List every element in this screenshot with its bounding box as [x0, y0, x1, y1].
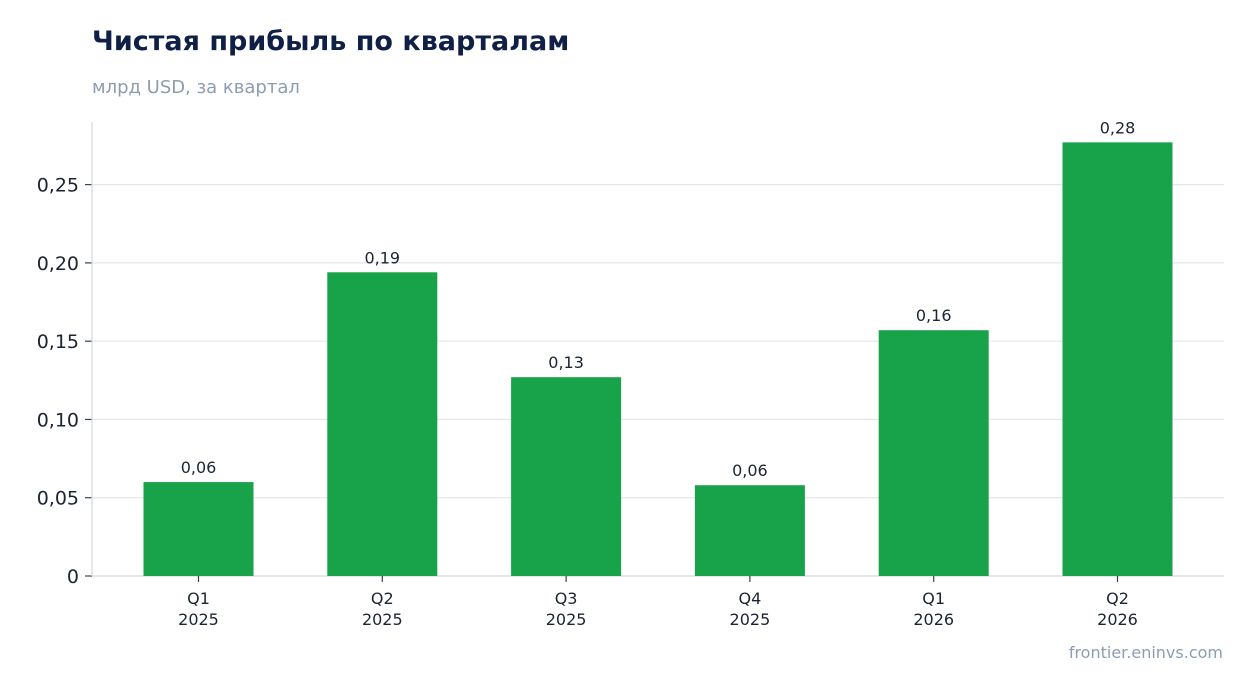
bar [694, 485, 805, 576]
data-label: 0,13 [548, 353, 584, 372]
bar [143, 482, 254, 576]
x-tick-label: Q1 [187, 589, 210, 608]
bars [143, 142, 1173, 576]
y-tick-label: 0,20 [37, 253, 79, 275]
x-tick-label-year: 2025 [362, 610, 403, 629]
x-tick-label-year: 2026 [913, 610, 954, 629]
data-label: 0,16 [916, 306, 952, 325]
x-tick-label: Q2 [1106, 589, 1129, 608]
data-label: 0,28 [1100, 118, 1136, 137]
bar [1062, 142, 1173, 576]
grid-lines [92, 184, 1224, 499]
data-label: 0,19 [364, 248, 400, 267]
x-tick-label: Q2 [371, 589, 394, 608]
x-tick-label: Q4 [739, 589, 762, 608]
data-labels: 0,06 0,19 0,13 0,06 0,16 0,28 [181, 118, 1136, 480]
chart-subtitle: млрд USD, за квартал [92, 77, 300, 98]
bar [327, 272, 438, 576]
x-tick-label-year: 2026 [1097, 610, 1138, 629]
y-tick-label: 0,05 [37, 488, 79, 510]
y-tick-label: 0 [67, 566, 79, 588]
y-tick-label: 0,15 [37, 331, 79, 353]
x-tick-label-year: 2025 [546, 610, 587, 629]
bar [511, 377, 622, 576]
chart-title: Чистая прибыль по кварталам [92, 26, 570, 57]
x-tick-label: Q3 [555, 589, 578, 608]
axes [85, 122, 1224, 582]
y-tick-label: 0,10 [37, 409, 79, 431]
x-tick-label: Q1 [922, 589, 945, 608]
x-tick-label-year: 2025 [178, 610, 219, 629]
bar [878, 330, 989, 576]
x-tick-label-year: 2025 [730, 610, 771, 629]
source-note: frontier.eninvs.com [1068, 643, 1223, 662]
data-label: 0,06 [181, 458, 217, 477]
y-tick-label: 0,25 [37, 175, 79, 197]
data-label: 0,06 [732, 461, 768, 480]
tick-labels: 0 0,05 0,10 0,15 0,20 0,25 Q1 2025 Q2 2025 Q3 2025 Q… [37, 175, 1138, 629]
